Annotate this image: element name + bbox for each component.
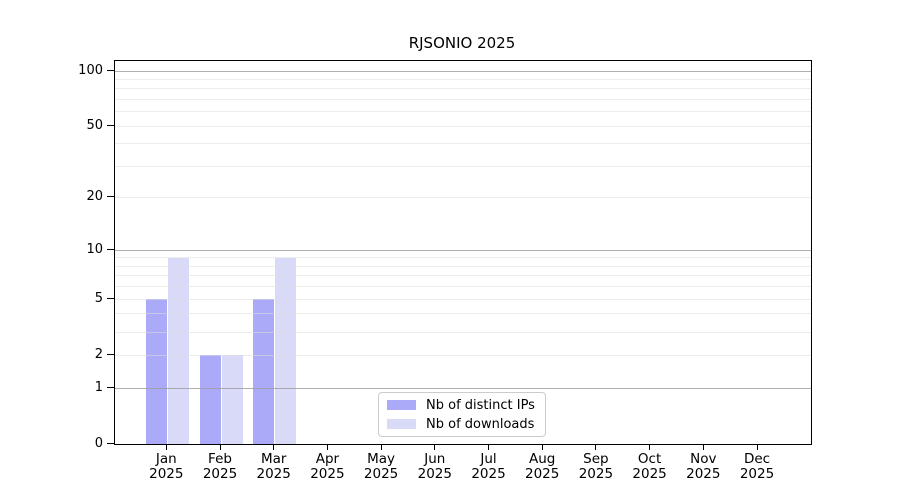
- x-tick-dec: [756, 444, 758, 450]
- x-tick-label-apr: Apr 2025: [299, 452, 355, 482]
- y-tick-2: [107, 353, 114, 355]
- x-tick-label-year-feb: 2025: [202, 466, 238, 482]
- gridline-minor-7: [115, 275, 811, 277]
- y-tick-50: [107, 124, 114, 126]
- gridline-minor-4: [115, 313, 811, 315]
- x-tick-label-year-apr: 2025: [310, 466, 345, 482]
- x-tick-jul: [488, 444, 489, 450]
- x-tick-label-month-nov: Nov: [690, 451, 717, 467]
- bar-nb-of-distinct-ips-mar: [253, 299, 275, 444]
- gridline-minor-6: [115, 286, 811, 288]
- y-tick-20: [107, 196, 114, 198]
- gridline-major-100: [115, 70, 811, 72]
- gridline-major-10: [115, 249, 811, 251]
- x-tick-sep: [595, 444, 597, 450]
- x-tick-label-sep: Sep 2025: [568, 452, 624, 482]
- x-tick-label-month-sep: Sep: [583, 451, 609, 467]
- x-tick-label-year-dec: 2025: [739, 466, 775, 482]
- y-tick-100: [107, 69, 114, 71]
- gridline-minor-70: [115, 99, 811, 100]
- legend-label-distinct-ips: Nb of distinct IPs: [426, 397, 535, 413]
- gridline-minor-20: [115, 197, 811, 199]
- y-tick-label-10: 10: [86, 241, 103, 257]
- x-tick-label-year-jun: 2025: [417, 466, 452, 482]
- legend: Nb of distinct IPs Nb of downloads: [378, 392, 546, 437]
- x-tick-label-month-feb: Feb: [208, 451, 232, 467]
- x-tick-label-month-mar: Mar: [260, 451, 287, 467]
- legend-swatch-downloads: [387, 419, 416, 429]
- gridline-minor-2: [115, 354, 811, 356]
- x-tick-label-feb: Feb 2025: [192, 452, 248, 482]
- y-tick-label-20: 20: [86, 189, 103, 205]
- plot-area: [114, 60, 812, 445]
- legend-label-downloads: Nb of downloads: [426, 416, 535, 432]
- x-tick-label-oct: Oct 2025: [622, 452, 678, 482]
- x-tick-apr: [326, 444, 328, 450]
- x-tick-label-aug: Aug 2025: [514, 452, 570, 482]
- x-tick-label-year-jan: 2025: [149, 466, 184, 482]
- chart-title: RJSONIO 2025: [408, 34, 516, 52]
- bar-nb-of-distinct-ips-feb: [199, 355, 221, 444]
- y-tick-0: [107, 442, 114, 444]
- gridline-minor-8: [115, 265, 811, 267]
- x-tick-label-year-mar: 2025: [256, 466, 291, 482]
- gridline-minor-5: [115, 298, 811, 300]
- gridline-minor-80: [115, 88, 811, 90]
- bar-nb-of-downloads-feb: [221, 355, 243, 444]
- y-tick-1: [107, 386, 114, 388]
- y-tick-label-100: 100: [78, 62, 103, 78]
- x-tick-mar: [273, 444, 275, 450]
- x-tick-label-month-oct: Oct: [637, 451, 662, 467]
- x-tick-label-month-may: May: [367, 451, 396, 467]
- y-tick-10: [107, 248, 114, 250]
- x-tick-label-year-jul: 2025: [471, 466, 506, 482]
- gridline-minor-9: [115, 257, 811, 259]
- gridline-major-1: [115, 387, 811, 389]
- gridline-minor-50: [115, 125, 811, 127]
- x-tick-label-year-may: 2025: [363, 466, 399, 482]
- x-tick-oct: [649, 444, 651, 450]
- y-tick-label-5: 5: [94, 290, 103, 306]
- x-tick-label-year-nov: 2025: [686, 466, 721, 482]
- gridline-minor-30: [115, 166, 811, 167]
- bar-nb-of-distinct-ips-jan: [145, 299, 167, 444]
- x-tick-label-year-oct: 2025: [632, 466, 667, 482]
- legend-swatch-distinct-ips: [387, 400, 416, 410]
- x-tick-label-dec: Dec 2025: [729, 452, 785, 482]
- y-tick-label-50: 50: [86, 117, 103, 133]
- y-tick-label-2: 2: [94, 346, 103, 362]
- bar-nb-of-downloads-jan: [167, 257, 189, 444]
- y-tick-label-1: 1: [94, 379, 103, 395]
- x-tick-jan: [165, 444, 167, 450]
- y-tick-label-0: 0: [94, 435, 103, 451]
- x-tick-label-month-jun: Jun: [424, 451, 446, 467]
- x-tick-label-month-aug: Aug: [529, 451, 556, 467]
- x-tick-label-nov: Nov 2025: [675, 452, 731, 482]
- x-tick-label-month-dec: Dec: [743, 451, 771, 467]
- x-tick-aug: [541, 444, 543, 450]
- bar-nb-of-downloads-mar: [275, 257, 297, 444]
- x-tick-label-year-sep: 2025: [578, 466, 614, 482]
- gridline-minor-40: [115, 143, 811, 145]
- x-tick-feb: [219, 444, 221, 450]
- legend-item-downloads: Nb of downloads: [387, 417, 537, 432]
- x-tick-label-mar: Mar 2025: [246, 452, 302, 482]
- x-tick-may: [380, 444, 382, 450]
- x-tick-label-may: May 2025: [353, 452, 409, 482]
- y-tick-5: [107, 297, 114, 299]
- gridline-minor-90: [115, 78, 811, 80]
- x-tick-label-year-aug: 2025: [525, 466, 560, 482]
- x-tick-label-jul: Jul 2025: [461, 452, 517, 482]
- x-tick-label-month-jul: Jul: [480, 451, 497, 467]
- x-tick-nov: [702, 444, 704, 450]
- legend-item-distinct-ips: Nb of distinct IPs: [387, 398, 537, 413]
- x-tick-label-month-jan: Jan: [155, 451, 177, 467]
- x-tick-label-month-apr: Apr: [315, 451, 340, 467]
- x-tick-label-jan: Jan 2025: [138, 452, 194, 482]
- x-tick-label-jun: Jun 2025: [407, 452, 463, 482]
- gridline-minor-3: [115, 331, 811, 333]
- gridline-minor-60: [115, 111, 811, 113]
- x-tick-jun: [434, 444, 436, 450]
